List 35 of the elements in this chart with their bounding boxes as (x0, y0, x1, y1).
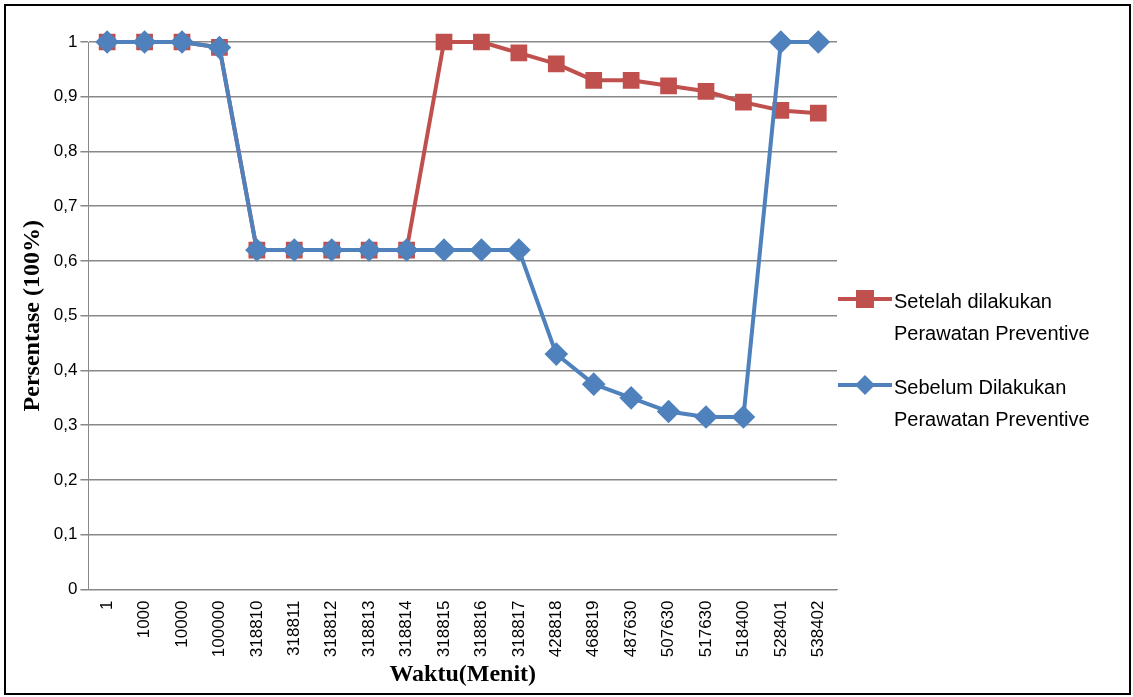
x-tick-label: 428818 (545, 600, 565, 658)
x-tick-label: 318813 (358, 600, 378, 658)
x-tick-label: 1000 (134, 600, 154, 639)
x-axis-title: Waktu(Menit) (389, 659, 537, 686)
x-tick-label: 518400 (733, 600, 753, 658)
legend-label: Sebelum Dilakukan Perawatan Preventive (894, 375, 1091, 432)
y-tick-label: 0,8 (53, 141, 78, 161)
x-tick-label: 1 (96, 600, 116, 610)
y-tick-label: 0,1 (53, 524, 78, 544)
legend-label: Setelah dilakukan Perawatan Preventive (894, 289, 1091, 346)
x-tick-label: 10000 (171, 600, 191, 648)
y-tick-label: 0,2 (53, 469, 78, 489)
x-tick-label: 318816 (471, 600, 491, 658)
x-tick-label: 318817 (508, 600, 528, 658)
y-tick-label: 1 (67, 31, 78, 51)
x-tick-label: 100000 (209, 600, 229, 658)
x-tick-label: 318814 (396, 600, 416, 658)
x-tick-label: 517630 (695, 600, 715, 658)
x-tick-label: 318810 (246, 600, 266, 658)
y-tick-label: 0,4 (53, 360, 78, 380)
x-tick-label: 538402 (807, 600, 827, 658)
y-tick-label: 0 (67, 579, 78, 599)
y-tick-label: 0,5 (53, 305, 78, 325)
x-tick-label: 507630 (658, 600, 678, 658)
x-tick-label: 318812 (321, 600, 341, 658)
x-tick-label: 487630 (620, 600, 640, 658)
x-tick-label: 468819 (583, 600, 603, 658)
x-tick-label: 318815 (433, 600, 453, 658)
y-tick-label: 0,3 (53, 414, 78, 434)
y-tick-label: 0,9 (53, 86, 78, 106)
y-axis-title: Persentase (100%) (17, 220, 44, 412)
y-tick-label: 0,6 (53, 250, 78, 270)
y-tick-label: 0,7 (53, 195, 78, 215)
x-tick-label: 528401 (770, 600, 790, 658)
x-tick-label: 318811 (283, 600, 303, 656)
